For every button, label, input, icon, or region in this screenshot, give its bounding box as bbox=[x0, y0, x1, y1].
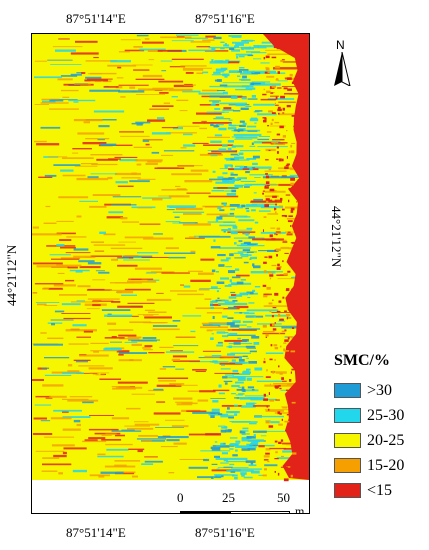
legend: SMC/% >30 25-30 20-25 15-20 <15 bbox=[334, 352, 404, 503]
legend-swatch bbox=[334, 433, 361, 448]
soil-moisture-raster bbox=[32, 34, 309, 513]
legend-swatch bbox=[334, 483, 361, 498]
legend-item: 25-30 bbox=[334, 403, 404, 428]
scale-tick-0: 0 bbox=[177, 490, 184, 505]
north-arrow: N bbox=[332, 38, 352, 86]
longitude-label-top-left: 87°51'14"E bbox=[66, 11, 126, 26]
scale-tick-50: 50 bbox=[277, 490, 290, 505]
legend-label: 15-20 bbox=[367, 456, 405, 474]
longitude-label-bottom-right: 87°51'16"E bbox=[195, 525, 255, 540]
legend-label: 25-30 bbox=[367, 406, 405, 424]
latitude-label-right: 44°21'12"N bbox=[329, 206, 344, 268]
legend-item: <15 bbox=[334, 478, 404, 503]
legend-title: SMC/% bbox=[334, 352, 390, 369]
scale-tick-25: 25 bbox=[222, 490, 235, 505]
legend-item: 20-25 bbox=[334, 428, 404, 453]
soil-moisture-map[interactable]: 0 25 50 m bbox=[31, 33, 310, 514]
scale-unit: m bbox=[295, 504, 305, 514]
north-label: N bbox=[336, 38, 345, 52]
legend-swatch bbox=[334, 383, 361, 398]
longitude-label-bottom-left: 87°51'14"E bbox=[66, 525, 126, 540]
legend-item: >30 bbox=[334, 378, 404, 403]
legend-label: >30 bbox=[367, 381, 393, 399]
legend-item: 15-20 bbox=[334, 453, 404, 478]
longitude-label-top-right: 87°51'16"E bbox=[195, 11, 255, 26]
north-arrow-icon bbox=[334, 52, 351, 86]
scale-bar: 0 25 50 m bbox=[177, 490, 307, 514]
latitude-label-left: 44°21'12"N bbox=[4, 244, 19, 306]
legend-label: <15 bbox=[367, 481, 393, 499]
legend-swatch bbox=[334, 458, 361, 473]
scale-bar-black bbox=[180, 511, 230, 513]
legend-label: 20-25 bbox=[367, 431, 405, 449]
legend-items: >30 25-30 20-25 15-20 <15 bbox=[334, 378, 404, 503]
legend-swatch bbox=[334, 408, 361, 423]
scale-bar-white bbox=[230, 511, 290, 513]
